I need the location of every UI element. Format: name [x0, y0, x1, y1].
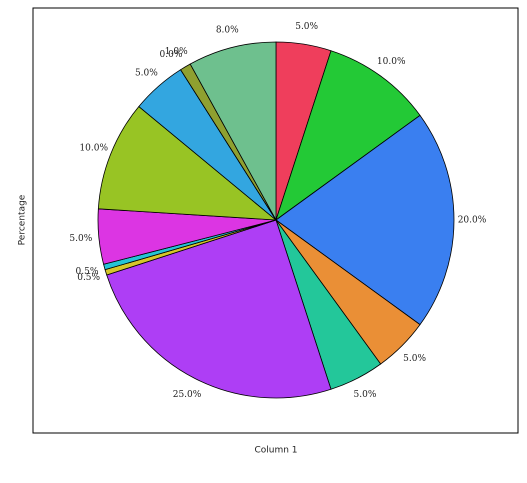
slice-label: 5.0% — [135, 68, 158, 78]
slice-label: 10.0% — [79, 143, 108, 153]
slice-label: 1.0% — [165, 47, 188, 57]
pie-slice — [97, 105, 278, 221]
slice-label: 8.0% — [216, 26, 239, 36]
slice-label: 20.0% — [458, 216, 487, 226]
slice-label: 25.0% — [173, 390, 202, 400]
slice-label: 5.0% — [403, 354, 426, 364]
slice-label: 10.0% — [377, 57, 406, 67]
slice-label: 0.5% — [76, 267, 99, 277]
plot-frame — [32, 7, 519, 434]
pie-slice — [275, 50, 421, 222]
y-axis-label: Percentage — [18, 194, 28, 245]
pie-slice — [275, 114, 455, 326]
x-axis-label: Column 1 — [254, 446, 297, 456]
slice-label: 0.5% — [77, 273, 100, 283]
pie-slice — [189, 41, 277, 221]
slice-label: 5.0% — [69, 234, 92, 244]
slice-label: 5.0% — [295, 22, 318, 32]
pie-slice — [106, 219, 332, 399]
slice-label: 0.0% — [160, 50, 183, 60]
slice-label: 5.0% — [354, 390, 377, 400]
